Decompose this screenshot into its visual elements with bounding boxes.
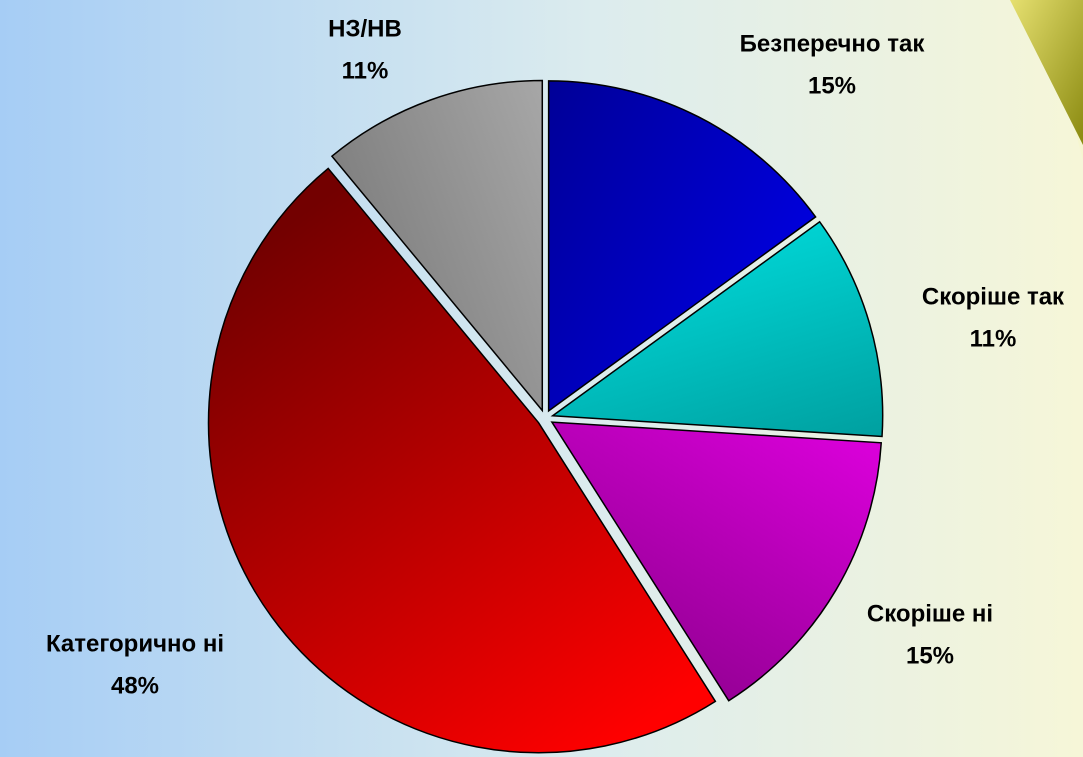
- slice-label: Безперечно так: [740, 30, 926, 57]
- slice-label: Категорично ні: [46, 630, 224, 657]
- slice-label: НЗ/НВ: [328, 15, 402, 42]
- pie-slice: [550, 421, 883, 702]
- value-label: 15%: [808, 72, 856, 99]
- slice-label: Скоріше так: [922, 283, 1065, 310]
- pie-slice: [547, 80, 817, 413]
- value-label: 11%: [342, 57, 389, 84]
- corner-decoration: [1010, 0, 1083, 145]
- slice-label: Скоріше ні: [867, 600, 993, 627]
- pie-slice: [330, 79, 544, 413]
- value-label: 11%: [970, 325, 1017, 352]
- value-label: 15%: [906, 642, 954, 669]
- pie-slice: [207, 167, 717, 754]
- pie-slice: [550, 220, 884, 438]
- value-label: 48%: [111, 672, 159, 699]
